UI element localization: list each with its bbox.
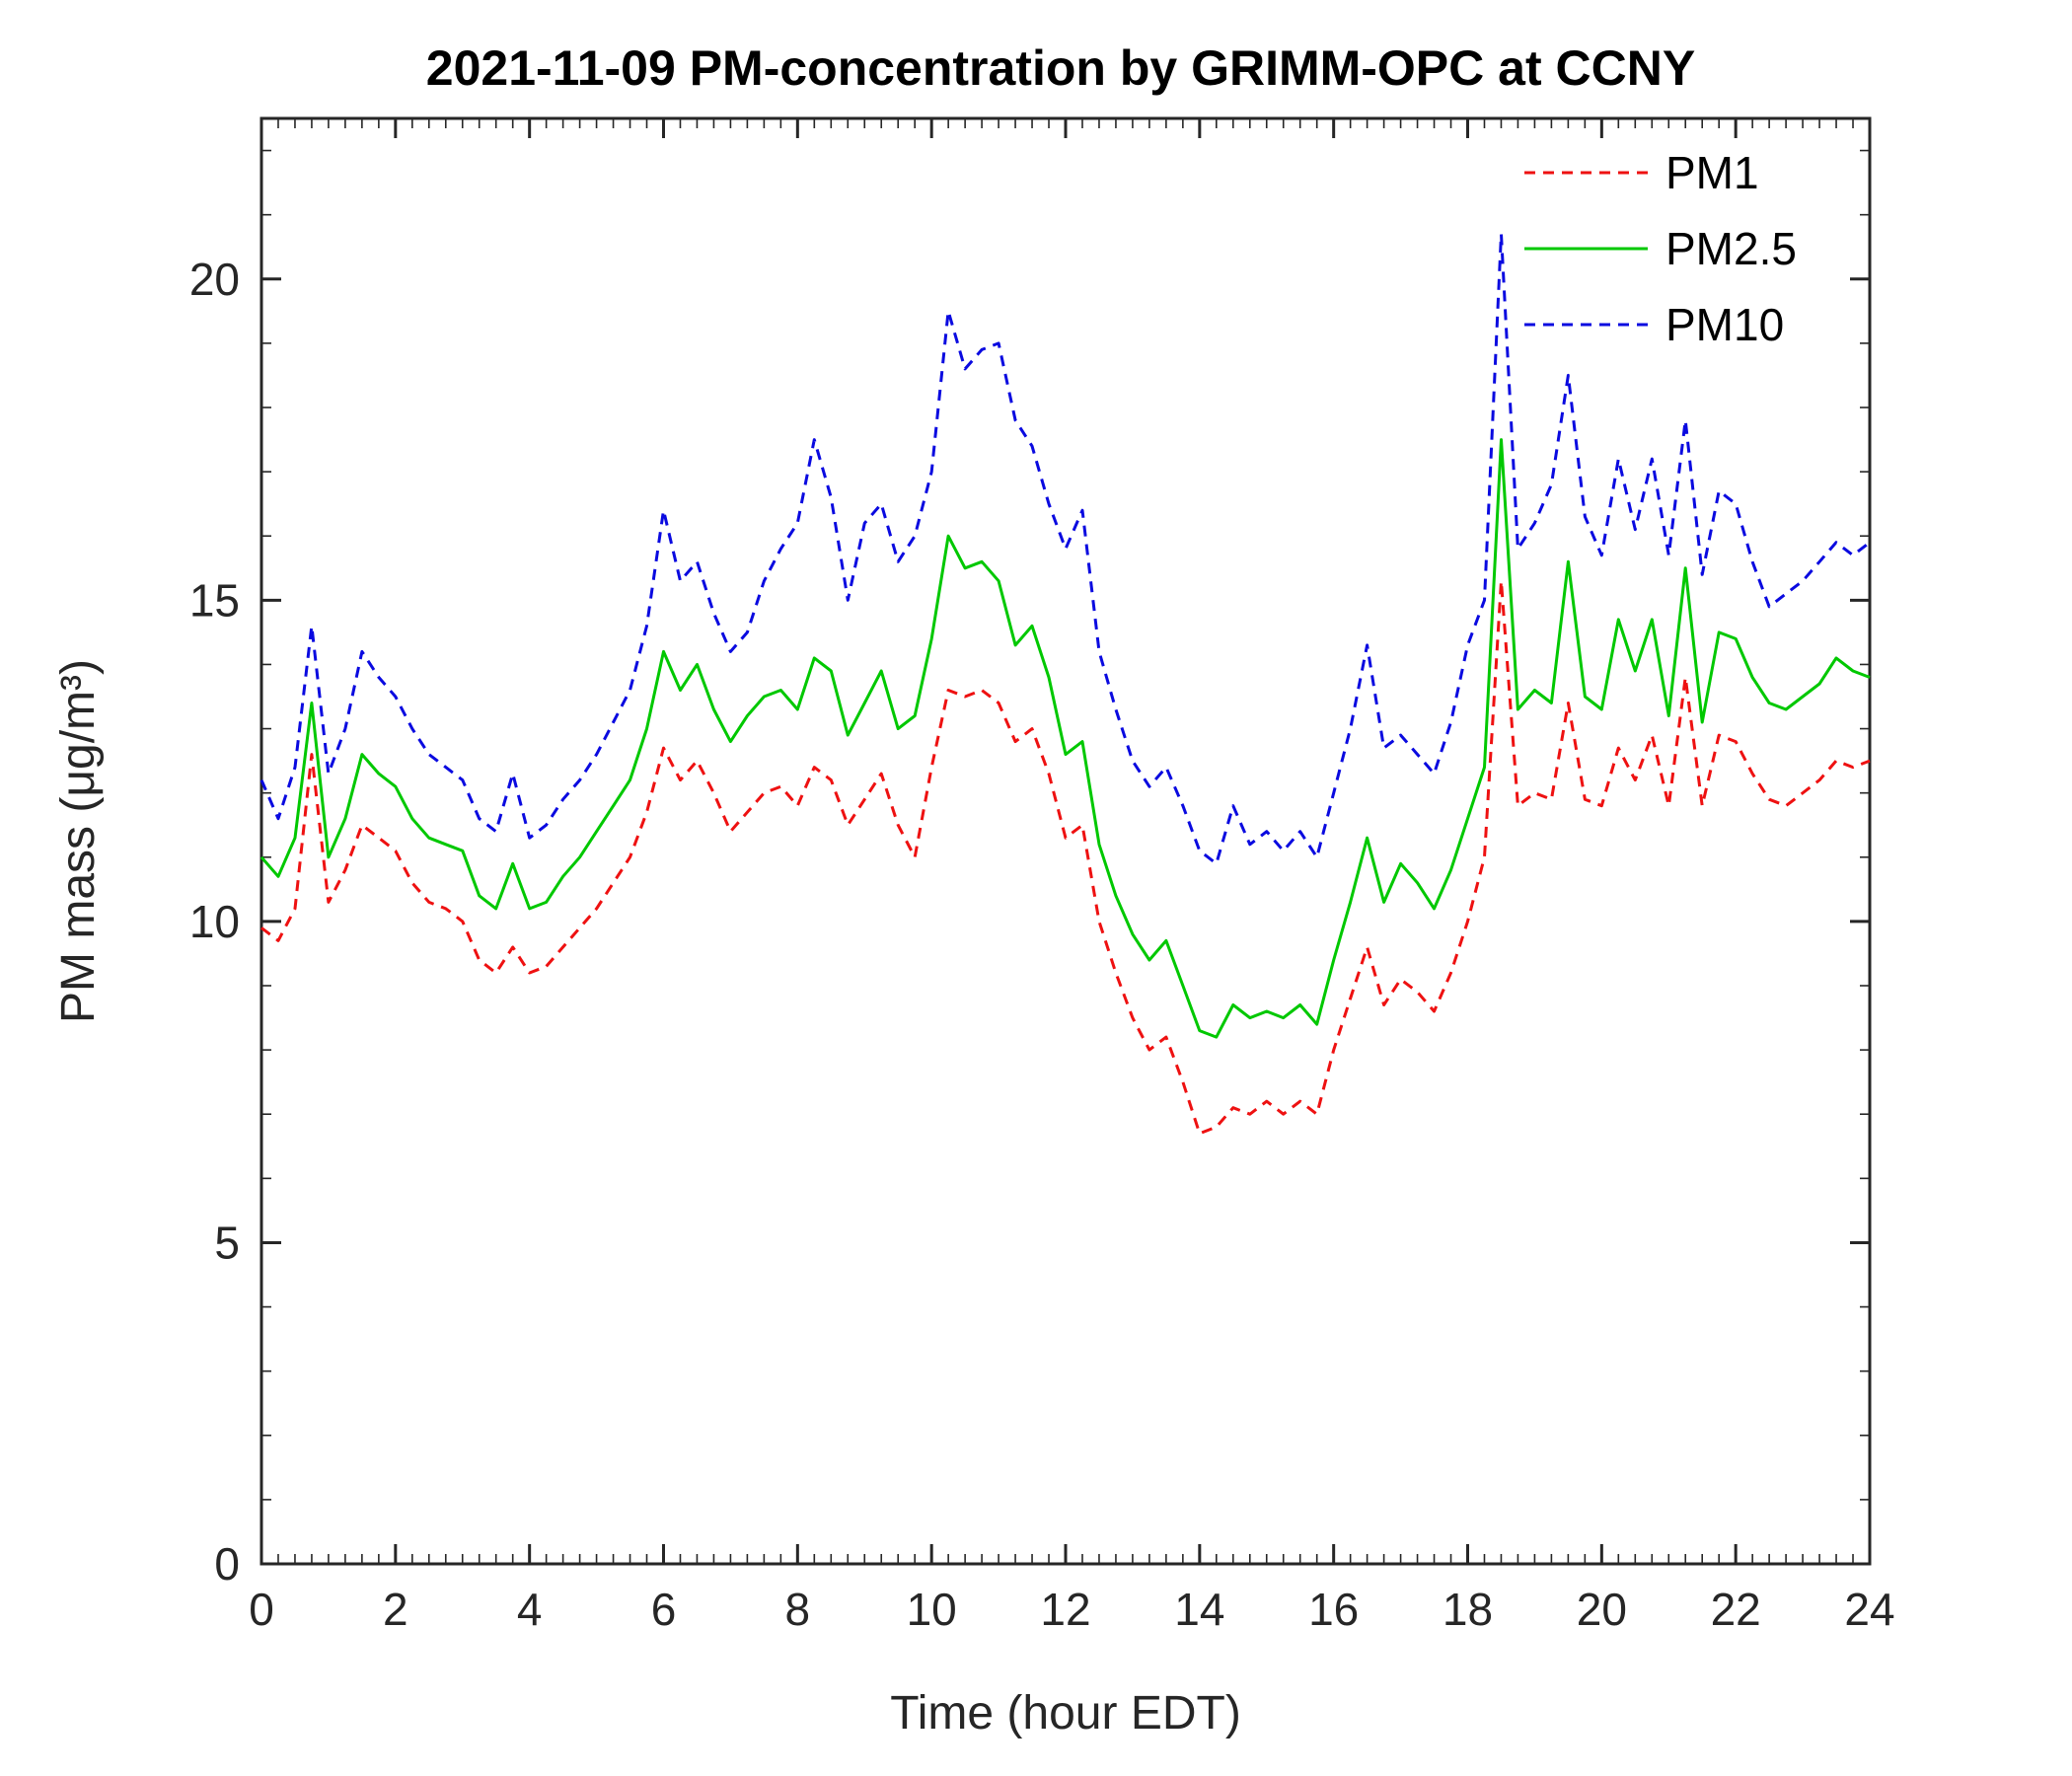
axis-ticks (259, 118, 1872, 1566)
x-tick-label: 20 (1577, 1584, 1627, 1635)
y-axis-label: PM mass (μg/m³) (52, 659, 105, 1023)
x-tick-label: 10 (907, 1584, 957, 1635)
x-tick-label: 12 (1040, 1584, 1090, 1635)
y-tick-labels: 0 5 10 15 20 (189, 254, 240, 1590)
series-line-pm25 (259, 438, 1871, 1039)
x-axis-label: Time (hour EDT) (890, 1687, 1241, 1739)
x-tick-label: 24 (1844, 1584, 1894, 1635)
legend-label: PM2.5 (1665, 223, 1797, 274)
legend-label: PM1 (1665, 147, 1759, 198)
legend-item-pm1: PM1 (1524, 147, 1759, 198)
series-lines (259, 232, 1871, 1136)
axes-box (259, 116, 1872, 1566)
y-tick-label: 0 (214, 1538, 240, 1590)
y-tick-label: 5 (214, 1217, 240, 1268)
x-tick-label: 2 (383, 1584, 408, 1635)
x-tick-label: 14 (1174, 1584, 1224, 1635)
x-tick-label: 0 (249, 1584, 274, 1635)
legend: PM1 PM2.5 PM10 (1524, 147, 1797, 350)
legend-label: PM10 (1665, 299, 1784, 350)
x-tick-label: 6 (651, 1584, 677, 1635)
x-tick-label: 8 (785, 1584, 811, 1635)
y-tick-label: 15 (189, 574, 240, 626)
x-tick-label: 16 (1308, 1584, 1359, 1635)
legend-item-pm10: PM10 (1524, 299, 1784, 350)
series-line-pm10 (259, 232, 1871, 865)
series-line-pm1 (260, 579, 1871, 1136)
x-tick-label: 4 (517, 1584, 543, 1635)
y-tick-label: 20 (189, 254, 240, 305)
y-tick-label: 10 (189, 896, 240, 947)
x-tick-labels: 0 2 4 6 8 10 12 14 16 18 20 22 24 (249, 1584, 1894, 1635)
chart-title: 2021-11-09 PM-concentration by GRIMM-OPC… (425, 40, 1696, 96)
x-tick-label: 22 (1711, 1584, 1761, 1635)
x-tick-label: 18 (1443, 1584, 1493, 1635)
legend-item-pm25: PM2.5 (1524, 223, 1797, 274)
